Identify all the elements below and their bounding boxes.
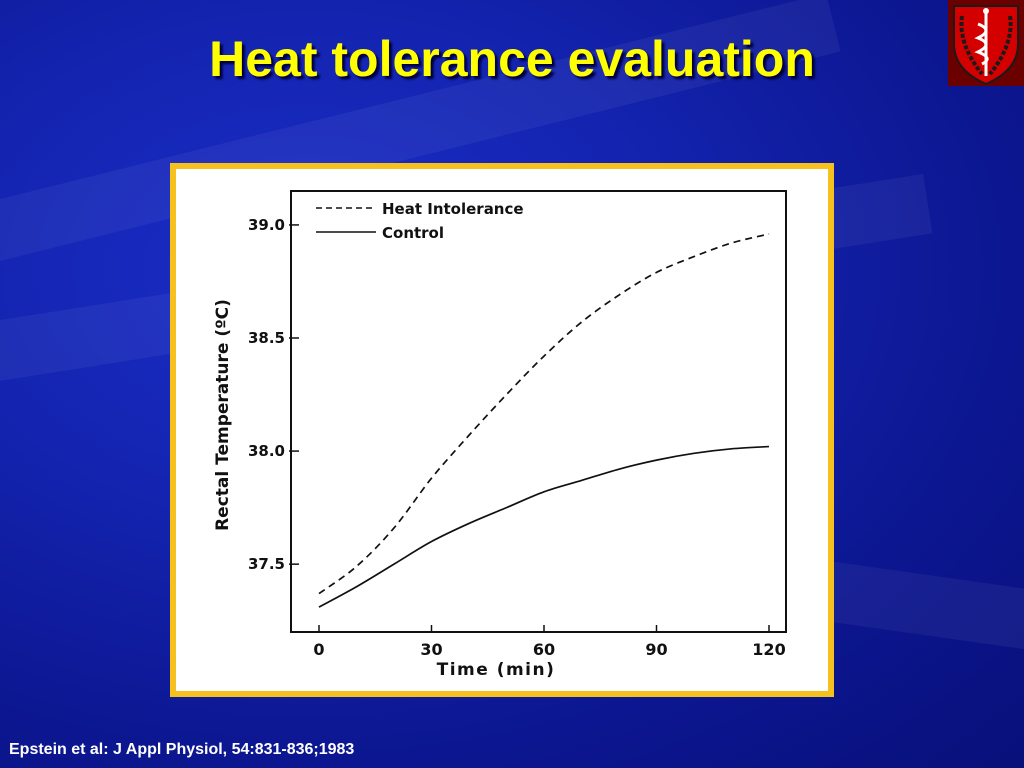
slide-title: Heat tolerance evaluation [209, 31, 815, 87]
x-tick-label: 30 [420, 640, 442, 659]
y-tick-label: 38.0 [248, 442, 285, 460]
y-tick-label: 37.5 [248, 555, 285, 573]
line-chart: 37.5 38.0 38.5 39.0 0 30 60 90 120 Heat Intolera… [213, 190, 787, 680]
x-tick-label: 60 [533, 640, 555, 659]
x-tick-label: 0 [313, 640, 324, 659]
x-axis-label: Time (min) [437, 660, 556, 680]
caduceus-shield-icon [948, 0, 1024, 86]
y-tick-label: 38.5 [248, 329, 285, 347]
chart-legend: Heat Intolerance Control [316, 200, 524, 242]
series-line-control [318, 445, 770, 608]
y-axis-label: Rectal Temperature (ºC) [213, 299, 233, 531]
y-tick-label: 39.0 [248, 216, 285, 234]
plot-area-border [290, 190, 787, 633]
citation: Epstein et al: J Appl Physiol, 54:831-83… [9, 741, 355, 758]
legend-label-heat-intolerance: Heat Intolerance [382, 200, 524, 218]
series-line-heat-intolerance [318, 233, 770, 595]
x-tick-label: 120 [752, 640, 785, 659]
chart-figure: 37.5 38.0 38.5 39.0 0 30 60 90 120 Heat Intolera… [170, 163, 834, 697]
legend-label-control: Control [382, 224, 444, 242]
x-tick-label: 90 [645, 640, 667, 659]
